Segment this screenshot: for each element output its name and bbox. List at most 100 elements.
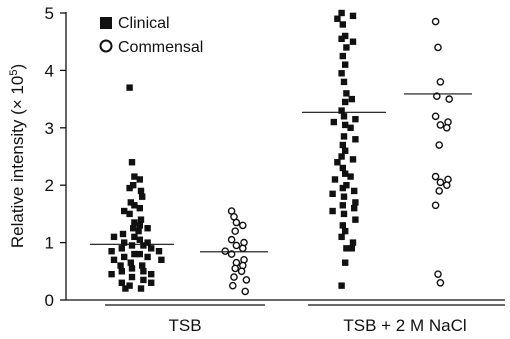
point-tsb-clinical xyxy=(136,236,143,243)
point-tsb-commensal xyxy=(228,281,237,290)
point-nacl-clinical xyxy=(342,170,349,177)
legend-marker-commensal xyxy=(99,39,113,53)
point-tsb-clinical xyxy=(121,239,128,246)
point-tsb-commensal xyxy=(232,218,241,227)
point-tsb-commensal xyxy=(241,287,249,296)
point-tsb-clinical xyxy=(136,176,143,183)
point-nacl-clinical xyxy=(349,12,357,20)
point-nacl-clinical xyxy=(342,121,349,129)
point-nacl-clinical xyxy=(329,207,336,215)
point-nacl-commensal xyxy=(431,201,440,210)
point-tsb-clinical xyxy=(110,256,118,264)
point-nacl-clinical xyxy=(339,184,346,192)
point-tsb-commensal xyxy=(242,276,251,284)
point-tsb-clinical xyxy=(137,187,145,195)
point-tsb-clinical xyxy=(122,285,129,292)
point-nacl-clinical xyxy=(351,204,358,212)
point-nacl-clinical xyxy=(338,9,345,17)
legend: Clinical Commensal xyxy=(99,15,203,56)
point-nacl-clinical xyxy=(339,202,346,209)
point-tsb-clinical xyxy=(148,270,155,278)
point-tsb-commensal xyxy=(238,244,247,253)
point-tsb-clinical xyxy=(131,250,138,258)
point-nacl-commensal xyxy=(431,112,440,121)
y-tick-label-2: 2 xyxy=(45,176,54,195)
point-nacl-commensal xyxy=(435,187,444,195)
axes xyxy=(65,12,505,306)
point-nacl-commensal xyxy=(436,78,445,86)
point-nacl-clinical xyxy=(338,153,345,160)
y-axis-title: Relative intensity (× 105) xyxy=(8,64,27,248)
point-nacl-clinical xyxy=(340,113,348,120)
point-nacl-clinical xyxy=(330,118,337,126)
point-nacl-clinical xyxy=(338,282,345,289)
point-tsb-clinical xyxy=(117,262,124,269)
point-tsb-clinical xyxy=(144,239,151,246)
point-nacl-clinical xyxy=(340,78,348,86)
point-nacl-clinical xyxy=(342,227,349,235)
point-tsb-clinical xyxy=(128,265,136,272)
point-nacl-clinical xyxy=(347,124,354,131)
point-tsb-commensal xyxy=(232,241,241,250)
point-nacl-clinical xyxy=(339,164,346,172)
point-nacl-clinical xyxy=(334,159,341,166)
point-tsb-clinical xyxy=(126,210,133,218)
point-tsb-clinical xyxy=(144,253,151,261)
point-tsb-commensal xyxy=(227,250,236,258)
point-nacl-clinical xyxy=(338,70,345,77)
point-nacl-clinical xyxy=(338,233,345,241)
point-tsb-clinical xyxy=(110,233,118,241)
point-nacl-commensal xyxy=(434,270,442,278)
point-tsb-clinical xyxy=(108,248,115,255)
y-tick-label-1: 1 xyxy=(45,234,54,253)
median-lines xyxy=(90,93,472,253)
point-tsb-clinical xyxy=(139,193,146,200)
group-label-nacl: TSB + 2 M NaCl xyxy=(343,316,466,335)
point-tsb-clinical xyxy=(140,242,147,249)
point-nacl-commensal xyxy=(445,95,454,103)
point-tsb-clinical xyxy=(127,259,134,266)
point-nacl-clinical xyxy=(339,21,346,28)
y-tick-label-0: 0 xyxy=(45,291,54,310)
point-tsb-commensal xyxy=(237,267,246,276)
point-tsb-clinical xyxy=(131,233,138,241)
data-points xyxy=(108,9,454,296)
point-nacl-clinical xyxy=(342,98,349,106)
point-nacl-commensal xyxy=(432,92,441,101)
point-nacl-commensal xyxy=(436,121,445,129)
point-nacl-clinical xyxy=(352,199,359,206)
point-nacl-clinical xyxy=(339,52,346,60)
point-nacl-clinical xyxy=(343,245,350,252)
point-tsb-clinical xyxy=(127,199,134,206)
point-nacl-clinical xyxy=(342,259,349,266)
point-tsb-clinical xyxy=(128,242,136,249)
point-nacl-commensal xyxy=(431,172,440,181)
point-nacl-clinical xyxy=(352,216,359,223)
point-nacl-clinical xyxy=(349,239,357,246)
point-nacl-clinical xyxy=(342,61,349,68)
y-tick-label-4: 4 xyxy=(45,61,54,80)
point-nacl-clinical xyxy=(339,141,346,149)
point-tsb-clinical xyxy=(118,245,125,252)
point-tsb-clinical xyxy=(148,279,155,286)
y-tick-label-5: 5 xyxy=(45,4,54,23)
point-tsb-commensal xyxy=(231,227,239,235)
point-nacl-commensal xyxy=(435,141,444,149)
point-tsb-clinical xyxy=(158,256,165,264)
point-tsb-clinical xyxy=(131,173,138,180)
legend-label-clinical: Clinical xyxy=(118,15,170,32)
point-tsb-clinical xyxy=(121,207,128,215)
legend-marker-clinical xyxy=(100,17,112,29)
point-tsb-commensal xyxy=(231,264,239,273)
point-nacl-clinical xyxy=(340,193,348,200)
point-tsb-clinical xyxy=(126,282,133,289)
point-tsb-clinical xyxy=(126,184,133,192)
point-nacl-clinical xyxy=(338,35,345,43)
point-tsb-clinical xyxy=(155,248,163,255)
point-tsb-clinical xyxy=(135,227,142,235)
point-nacl-clinical xyxy=(342,32,349,40)
point-nacl-commensal xyxy=(442,181,451,189)
point-tsb-clinical xyxy=(130,225,137,232)
point-nacl-clinical xyxy=(338,107,345,114)
point-tsb-clinical xyxy=(118,268,125,275)
